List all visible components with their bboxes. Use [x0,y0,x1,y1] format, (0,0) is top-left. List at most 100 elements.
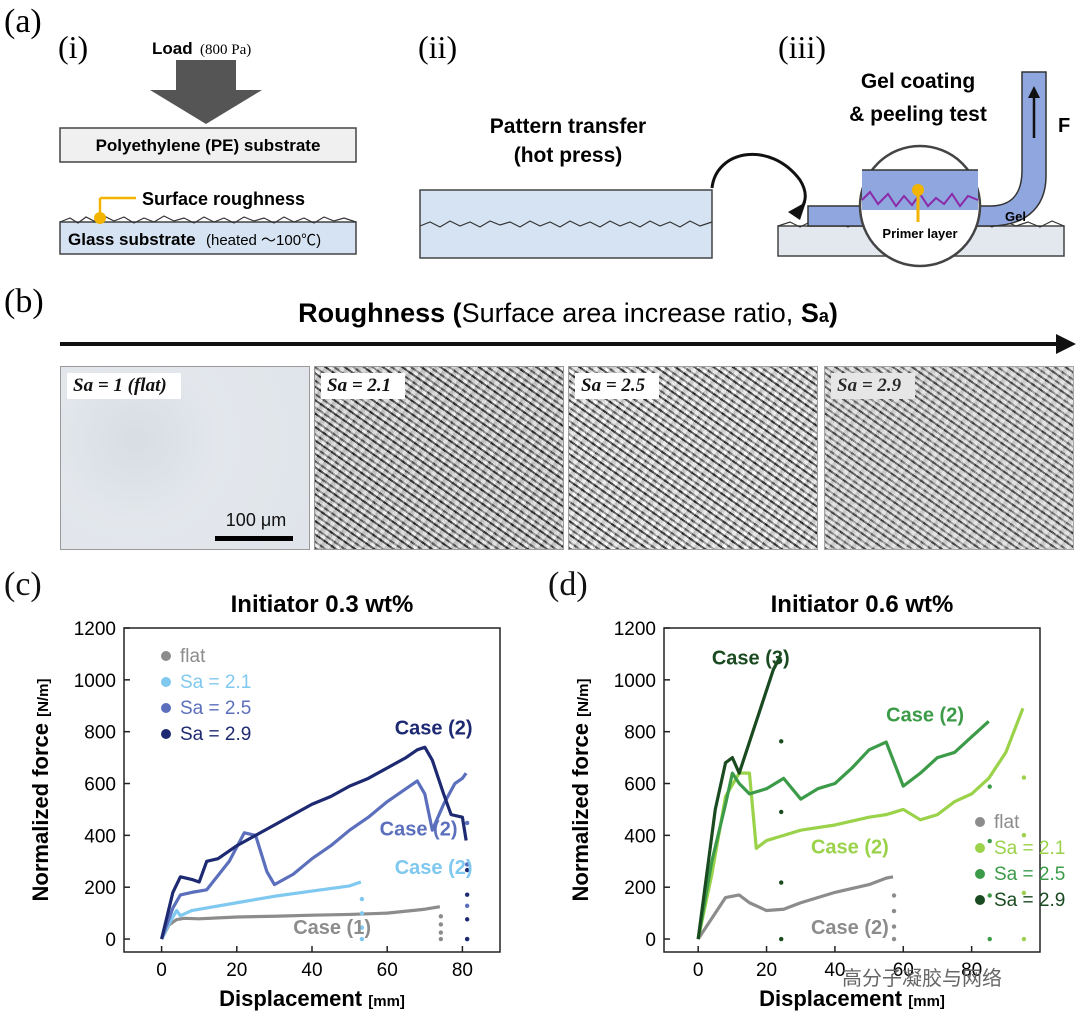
transferred-pattern-line [419,220,713,228]
legend-entry: flat [994,812,1020,833]
series-drop-point [438,914,444,919]
pe-substrate-label: Polyethylene (PE) substrate [96,136,321,155]
gel-label: Gel [1005,209,1026,224]
legend-entry: Sa = 2.1 [180,672,251,693]
legend-entry: Sa = 2.9 [994,890,1065,911]
x-tick-label: 60 [893,960,914,981]
micrograph-label: Sa = 1 (flat) [67,373,181,399]
series-drop-point [464,892,470,897]
x-tick-label: 0 [156,960,167,981]
legend-marker [975,843,985,853]
x-tick-label: 40 [824,960,845,981]
case-annotation: Case (2) [811,837,889,859]
force-label: F [1058,115,1070,137]
series-drop-point [779,739,784,744]
glass-substrate-label: Glass substrate [68,230,196,249]
legend-marker [975,895,985,905]
watermark: 高分子凝胶与网络 [842,966,1002,990]
y-axis-label: Normalized force [N/m] [568,679,593,902]
legend-entry: Sa = 2.9 [180,724,251,745]
series-line-2 [696,720,990,940]
gel-coating-title: Gel coating [861,70,975,93]
y-tick-label: 400 [624,826,656,847]
series-drop-point [987,784,992,789]
chart-title: Initiator 0.6 wt% [771,591,954,618]
y-tick-label: 1200 [614,619,656,640]
series-drop-point [464,867,470,873]
micrograph-sa-2-5: Sa = 2.5 [568,366,818,550]
case-annotation: Case (2) [811,917,889,939]
y-tick-label: 600 [624,775,656,796]
hot-press-title: (hot press) [514,144,623,167]
series-drop-point [1021,833,1027,838]
surface-roughness-label: Surface roughness [142,189,305,209]
series-line-3 [696,655,782,940]
case-annotation: Case (3) [712,647,790,669]
series-drop-point [359,896,365,902]
y-tick-label: 1000 [614,671,656,692]
y-tick-label: 0 [645,930,656,951]
glass-substrate [59,221,357,255]
series-drop-point [359,925,365,930]
series-line-0 [696,875,894,940]
y-tick-label: 400 [84,826,116,847]
series-line-1 [160,880,362,940]
y-tick-label: 1200 [74,619,116,640]
series-drop-point [891,893,897,898]
series-drop-point [1021,936,1027,942]
y-tick-label: 800 [84,723,116,744]
series-line-3 [160,745,468,940]
chart-initiator-0-3: Initiator 0.3 wt% 0 200 400 600 800 1000 1200 0 2… [28,591,501,1011]
load-value: (800 Pa) [200,42,251,58]
pattern-transfer-title: Pattern transfer [490,115,646,138]
x-tick-label: 80 [961,960,982,981]
series-drop-point [464,862,470,867]
series-drop-point [891,936,897,942]
series-line-0 [160,905,441,940]
chart-initiator-0-6: Initiator 0.6 wt% 0 200 400 600 800 1000 1200 0 2… [568,591,1065,1011]
gel-strip [807,71,1047,227]
glass-note: (heated ～100℃) [206,232,321,249]
plot-frame [663,627,1041,953]
x-tick-label: 80 [452,960,473,981]
legend-marker [975,817,985,827]
series-drop-point [464,936,470,942]
micrograph-flat: Sa = 1 (flat) 100 μm [60,366,310,550]
case-annotation: Case (1) [293,917,371,939]
series-drop-point [464,903,470,909]
panel-b-label: (b) [4,283,44,320]
panel-c-label: (c) [4,566,42,603]
x-tick-label: 40 [301,960,322,981]
series-drop-point [891,908,897,914]
panel-a-label: (a) [4,3,42,40]
series-line-1 [696,707,1025,940]
legend-marker [161,703,171,713]
case-annotation: Case (2) [886,704,964,726]
series-drop-point [464,820,470,826]
primer-dot-icon [912,184,924,196]
chart-title: Initiator 0.3 wt% [231,591,414,618]
x-tick-label: 20 [226,960,247,981]
x-tick-label: 60 [377,960,398,981]
x-tick-label: 0 [693,960,704,981]
legend-entry: flat [180,646,206,667]
case-annotation: Case (2) [395,857,473,879]
series-drop-point [438,922,444,927]
series-drop-point [891,924,897,929]
series-drop-point [987,893,992,898]
legend-entry: Sa = 2.1 [994,838,1065,859]
legend-marker [975,869,985,879]
scale-bar [215,536,293,541]
load-arrow-icon [150,60,262,124]
panel-a: (a) (i) Load (800 Pa) Polyethylene (PE) … [4,3,1070,268]
panel-b-header: (b) Roughness (Surface area increase rat… [4,283,1076,354]
micrograph-sa-2-9: Sa = 2.9 [824,366,1074,550]
series-drop-point [779,809,784,815]
x-tick-label: 20 [756,960,777,981]
legend-marker [161,729,171,739]
series-drop-point [987,936,992,942]
case-annotation: Case (2) [380,818,458,840]
legend-marker [161,651,171,661]
series-drop-point [359,936,365,942]
load-label: Load [152,39,193,58]
